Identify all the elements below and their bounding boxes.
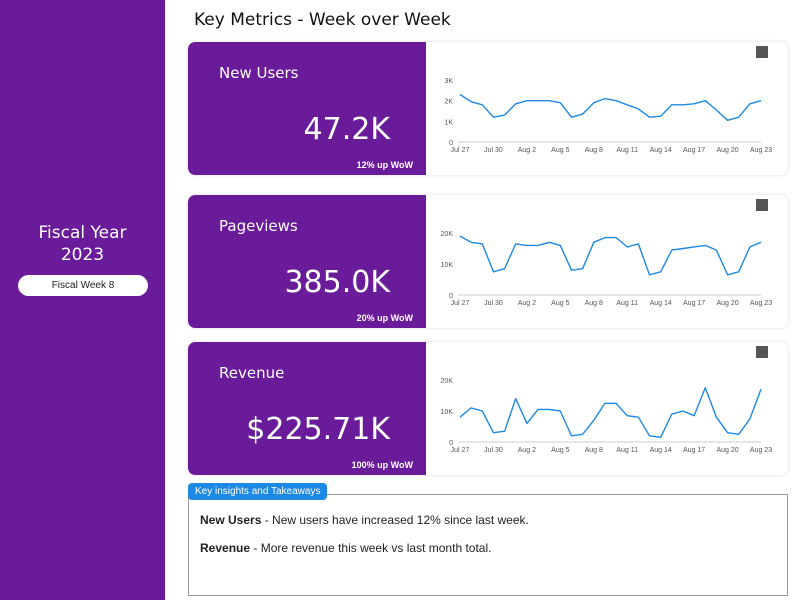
y-tick-label: 3K xyxy=(444,78,453,85)
x-tick-label: Aug 11 xyxy=(616,447,638,454)
insight-label: New Users xyxy=(200,513,262,527)
series-line xyxy=(459,93,762,122)
metric-card-pageviews: Pageviews 385.0K 20% up WoW 0 10K 20K Jul 2… xyxy=(188,195,788,328)
x-tick-label: Aug 2 xyxy=(518,300,536,307)
insight-label: Revenue xyxy=(200,541,251,555)
y-tick-label: 0 xyxy=(449,140,453,147)
metric-card-revenue: Revenue $225.71K 100% up WoW 0 10K 20K Jul … xyxy=(188,342,788,475)
x-tick-label: Jul 27 xyxy=(451,447,470,454)
line-chart-revenue: 0 10K 20K Jul 27 Jul 30 Aug 2 Aug 5 Aug 8 Aug 11… xyxy=(441,378,773,454)
y-tick-label: 2K xyxy=(444,99,453,106)
x-tick-label: Aug 20 xyxy=(716,300,738,307)
x-tick-label: Aug 20 xyxy=(716,447,738,454)
y-tick-label: 0 xyxy=(449,440,453,447)
metric-change: 100% up WoW xyxy=(351,460,413,470)
series-line xyxy=(459,387,762,439)
x-tick-label: Aug 17 xyxy=(683,300,705,307)
sidebar: Fiscal Year 2023 Fiscal Week 8 xyxy=(0,0,165,600)
x-tick-label: Jul 30 xyxy=(484,447,503,454)
x-tick-label: Aug 5 xyxy=(551,447,569,454)
x-tick-label: Aug 14 xyxy=(650,447,672,454)
x-tick-label: Aug 8 xyxy=(585,447,603,454)
fiscal-year-number: 2023 xyxy=(60,245,105,265)
x-tick-label: Aug 17 xyxy=(683,147,705,154)
x-tick-label: Aug 5 xyxy=(551,300,569,307)
x-tick-label: Aug 5 xyxy=(551,147,569,154)
insights-tab: Key insights and Takeaways xyxy=(188,483,328,500)
metric-panel: Pageviews 385.0K 20% up WoW xyxy=(188,195,426,328)
x-tick-label: Aug 20 xyxy=(716,147,738,154)
line-chart-pageviews: 0 10K 20K Jul 27 Jul 30 Aug 2 Aug 5 Aug 8 Aug 11… xyxy=(441,231,773,307)
x-tick-label: Jul 30 xyxy=(484,300,503,307)
metric-panel: Revenue $225.71K 100% up WoW xyxy=(188,342,426,475)
metric-card-new-users: New Users 47.2K 12% up WoW 0 1K 2K 3K Jul 27… xyxy=(188,42,788,175)
metric-value: $225.71K xyxy=(246,412,390,447)
x-tick-label: Aug 23 xyxy=(750,300,772,307)
metric-value: 47.2K xyxy=(303,112,390,147)
fiscal-year-label: Fiscal Year xyxy=(38,223,127,243)
x-tick-label: Jul 30 xyxy=(484,147,503,154)
insight-text: - New users have increased 12% since las… xyxy=(261,513,529,527)
x-tick-label: Aug 8 xyxy=(585,147,603,154)
y-tick-label: 0 xyxy=(449,293,453,300)
x-tick-label: Aug 17 xyxy=(683,447,705,454)
fiscal-week-selector[interactable]: Fiscal Week 8 xyxy=(18,275,148,296)
metric-name: Pageviews xyxy=(219,217,298,235)
legend-swatch[interactable] xyxy=(756,346,768,358)
line-chart-new-users: 0 1K 2K 3K Jul 27 Jul 30 Aug 2 Aug 5 Aug 8 Aug 11… xyxy=(444,78,772,154)
y-tick-label: 20K xyxy=(441,378,454,385)
metric-change: 20% up WoW xyxy=(356,313,413,323)
x-tick-label: Aug 14 xyxy=(650,147,672,154)
insight-text: - More revenue this week vs last month t… xyxy=(250,541,492,555)
insight-new-users: New Users - New users have increased 12%… xyxy=(200,513,529,527)
y-tick-label: 10K xyxy=(441,262,454,269)
series-line xyxy=(459,235,762,276)
legend-swatch[interactable] xyxy=(756,199,768,211)
metric-value: 385.0K xyxy=(284,265,390,300)
metric-panel: New Users 47.2K 12% up WoW xyxy=(188,42,426,175)
x-tick-label: Aug 11 xyxy=(616,147,638,154)
page-title: Key Metrics - Week over Week xyxy=(194,10,451,30)
x-tick-label: Aug 2 xyxy=(518,147,536,154)
x-tick-label: Aug 23 xyxy=(750,447,772,454)
y-tick-label: 20K xyxy=(441,231,454,238)
fiscal-year-title: Fiscal Year 2023 xyxy=(0,222,165,266)
x-tick-label: Aug 11 xyxy=(616,300,638,307)
legend-swatch[interactable] xyxy=(756,46,768,58)
x-tick-label: Jul 27 xyxy=(451,300,470,307)
x-tick-label: Aug 23 xyxy=(750,147,772,154)
x-tick-label: Aug 14 xyxy=(650,300,672,307)
x-tick-label: Jul 27 xyxy=(451,147,470,154)
x-tick-label: Aug 8 xyxy=(585,300,603,307)
y-tick-label: 10K xyxy=(441,409,454,416)
x-tick-label: Aug 2 xyxy=(518,447,536,454)
insight-revenue: Revenue - More revenue this week vs last… xyxy=(200,541,491,555)
y-tick-label: 1K xyxy=(444,119,453,126)
metric-change: 12% up WoW xyxy=(356,160,413,170)
metric-name: Revenue xyxy=(219,364,285,382)
insights-box: New Users - New users have increased 12%… xyxy=(188,494,788,596)
metric-name: New Users xyxy=(219,64,299,82)
